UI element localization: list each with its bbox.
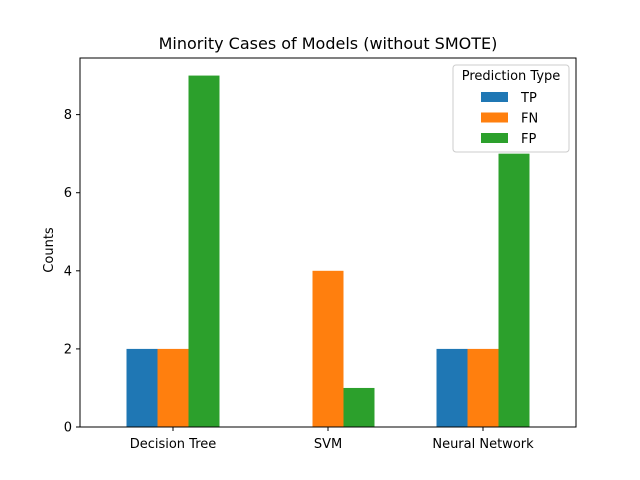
- y-axis-label: Counts: [42, 227, 57, 273]
- legend-swatch-tp: [481, 92, 508, 102]
- x-tick-label: Neural Network: [432, 437, 534, 452]
- legend-box: [452, 64, 570, 153]
- legend-swatch-fn: [481, 112, 508, 123]
- bar-tp-decision-tree: [126, 348, 158, 427]
- bar-fn-decision-tree: [157, 348, 189, 427]
- y-tick-label: 2: [64, 342, 72, 357]
- bar-tp-neural-network: [436, 348, 468, 427]
- bar-fp-decision-tree: [188, 75, 220, 428]
- x-tick-label: SVM: [314, 437, 342, 452]
- y-tick-label: 6: [64, 186, 72, 201]
- bar-fp-neural-network: [498, 153, 530, 427]
- bars-group: [126, 75, 530, 428]
- chart-title: Minority Cases of Models (without SMOTE): [159, 34, 498, 53]
- legend-title: Prediction Type: [462, 69, 561, 84]
- plot-frame: [79, 57, 577, 428]
- legend-label-fp: FP: [521, 132, 536, 147]
- bar-fn-svm: [312, 270, 344, 427]
- y-tick-label: 0: [64, 421, 72, 436]
- legend: Prediction Type TP FN FP: [452, 64, 570, 153]
- y-tick-label: 8: [64, 108, 72, 123]
- legend-label-fn: FN: [521, 112, 538, 127]
- y-axis: 0 2 4 6 8: [64, 108, 80, 436]
- legend-swatch-fp: [481, 133, 508, 143]
- bar-fp-svm: [343, 387, 375, 427]
- legend-label-tp: TP: [520, 91, 537, 106]
- y-tick-label: 4: [64, 264, 72, 279]
- bar-fn-neural-network: [467, 348, 499, 427]
- x-axis: Decision Tree SVM Neural Network: [130, 427, 534, 452]
- x-tick-label: Decision Tree: [130, 437, 217, 452]
